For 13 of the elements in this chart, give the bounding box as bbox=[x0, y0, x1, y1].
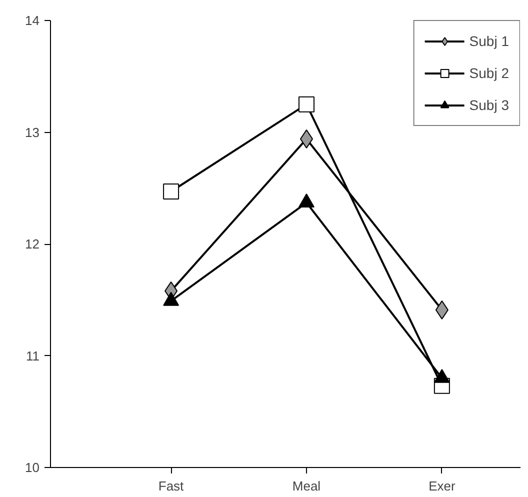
y-tick-label: 13 bbox=[25, 124, 40, 140]
x-tick-label: Fast bbox=[158, 478, 184, 494]
y-tick-label: 14 bbox=[25, 13, 40, 28]
y-tick-label: 12 bbox=[25, 236, 40, 252]
x-tick-label: Meal bbox=[292, 478, 321, 494]
legend-label: Subj 1 bbox=[469, 33, 509, 49]
point bbox=[163, 183, 180, 200]
y-tick-label: 10 bbox=[25, 460, 40, 475]
point bbox=[298, 96, 314, 112]
legend-label: Subj 2 bbox=[469, 65, 509, 81]
x-tick-label: Exer bbox=[428, 478, 456, 494]
y-tick-label: 11 bbox=[26, 348, 40, 364]
legend-label: Subj 3 bbox=[469, 97, 509, 113]
